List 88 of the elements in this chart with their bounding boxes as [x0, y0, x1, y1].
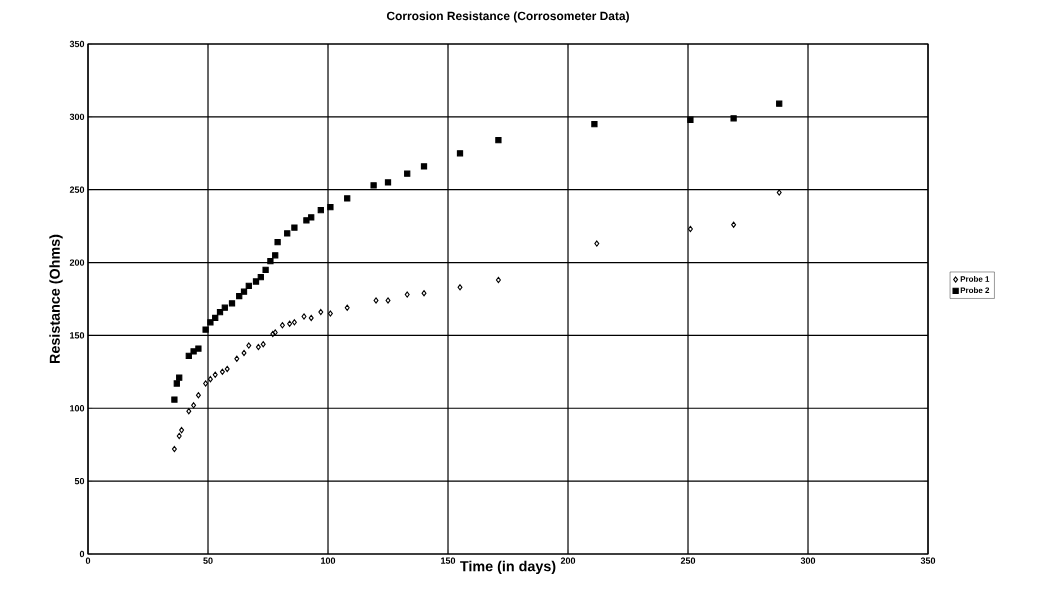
point	[308, 314, 314, 322]
point	[308, 214, 315, 221]
x-tick-label: 350	[920, 557, 936, 564]
point	[212, 371, 218, 378]
point	[241, 349, 247, 357]
y-axis-title: Resistance (Ohms)	[49, 234, 63, 364]
point	[245, 282, 252, 290]
point	[234, 355, 240, 362]
point	[404, 170, 411, 177]
point	[385, 297, 391, 304]
point	[291, 319, 297, 326]
x-tick-label: 50	[203, 557, 213, 564]
x-tick-label: 250	[680, 557, 696, 564]
point	[191, 402, 197, 409]
point	[404, 291, 410, 298]
point	[291, 224, 298, 231]
point	[594, 240, 600, 247]
point	[344, 304, 350, 311]
point	[344, 195, 351, 202]
point	[195, 345, 202, 352]
y-tick-label: 350	[69, 40, 85, 48]
point	[171, 445, 177, 453]
point	[255, 343, 261, 351]
point	[731, 221, 737, 228]
point	[318, 308, 324, 316]
point	[327, 310, 333, 317]
x-tick-label: 0	[85, 557, 91, 564]
point	[207, 319, 214, 326]
point	[262, 266, 269, 273]
point	[456, 150, 464, 157]
point	[730, 115, 737, 122]
x-tick-label: 100	[321, 557, 336, 564]
point	[202, 326, 209, 333]
point	[303, 217, 310, 224]
point	[317, 206, 324, 214]
x-tick-label: 150	[441, 557, 456, 564]
point	[384, 179, 392, 186]
point	[212, 314, 219, 322]
point	[776, 100, 783, 107]
point	[203, 380, 209, 387]
point	[370, 182, 377, 189]
point	[495, 276, 501, 284]
chart-title: Corrosion Resistance (Corrosometer Data)	[386, 11, 629, 23]
point	[279, 322, 285, 329]
point	[219, 368, 225, 375]
point	[591, 120, 598, 128]
point	[221, 304, 228, 311]
point	[301, 313, 307, 320]
point	[176, 374, 183, 381]
point	[252, 278, 260, 285]
point	[257, 273, 264, 281]
point	[207, 375, 213, 383]
x-tick-label: 200	[560, 557, 576, 564]
y-tick-label: 200	[69, 259, 85, 266]
point	[272, 252, 279, 259]
point	[267, 257, 274, 265]
point	[327, 204, 334, 211]
point	[260, 341, 266, 348]
point	[687, 225, 693, 233]
point	[240, 288, 248, 295]
x-tick-label: 300	[800, 557, 816, 564]
point	[171, 396, 178, 403]
point	[420, 163, 428, 170]
y-tick-label: 250	[69, 186, 85, 193]
y-tick-label: 50	[74, 477, 85, 485]
point	[776, 189, 782, 196]
y-tick-label: 100	[70, 405, 85, 412]
y-tick-label: 150	[70, 332, 85, 339]
y-tick-label: 0	[79, 550, 85, 558]
x-axis-title: Time (in days)	[460, 560, 556, 575]
point	[373, 297, 379, 304]
point	[228, 300, 236, 307]
point	[284, 230, 291, 237]
point	[173, 380, 180, 387]
point	[176, 432, 182, 440]
point	[186, 408, 192, 415]
point	[190, 348, 197, 355]
point	[457, 284, 463, 291]
point	[687, 116, 694, 123]
point	[195, 392, 201, 399]
point	[287, 320, 293, 327]
point	[274, 239, 281, 246]
point	[224, 365, 230, 373]
point	[495, 137, 502, 144]
y-tick-label: 300	[69, 113, 85, 121]
point	[246, 342, 252, 349]
point	[179, 426, 185, 434]
point	[421, 290, 427, 297]
